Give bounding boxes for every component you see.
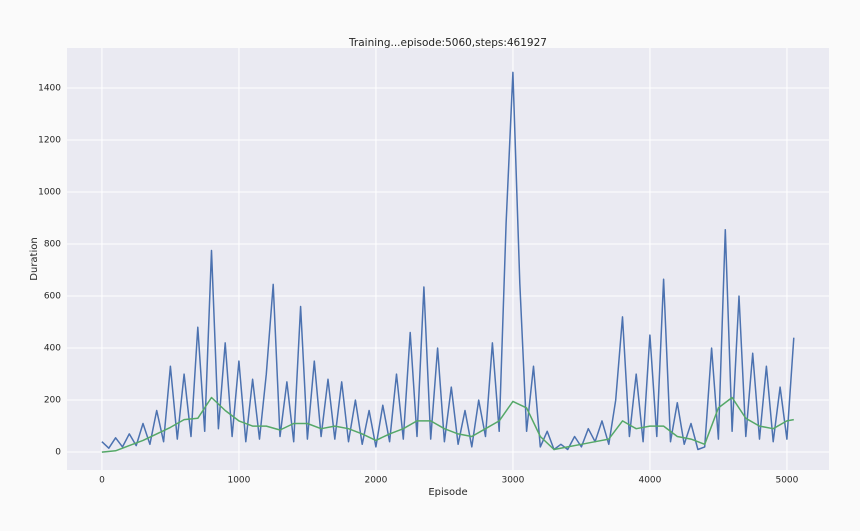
line-series: [101, 396, 794, 453]
x-tick-label: 0: [99, 476, 105, 486]
chart-title: Training...episode:5060,steps:461927: [348, 37, 547, 49]
x-tick-label: 4000: [638, 476, 661, 486]
x-tick-label: 5000: [775, 476, 798, 486]
x-tick-label: 3000: [501, 476, 524, 486]
line-series: [101, 71, 795, 451]
x-tick-label: 2000: [364, 476, 387, 486]
y-tick-label: 600: [44, 292, 61, 302]
x-tick-label: 1000: [227, 476, 250, 486]
y-tick-label: 1000: [38, 188, 61, 198]
y-tick-label: 1200: [38, 136, 61, 146]
x-axis-label: Episode: [428, 487, 467, 498]
y-tick-label: 1400: [38, 84, 61, 94]
y-tick-label: 800: [44, 240, 61, 250]
y-tick-label: 0: [55, 448, 61, 458]
y-axis-label: Duration: [29, 237, 40, 280]
y-tick-label: 200: [44, 396, 61, 406]
y-tick-label: 400: [44, 344, 61, 354]
